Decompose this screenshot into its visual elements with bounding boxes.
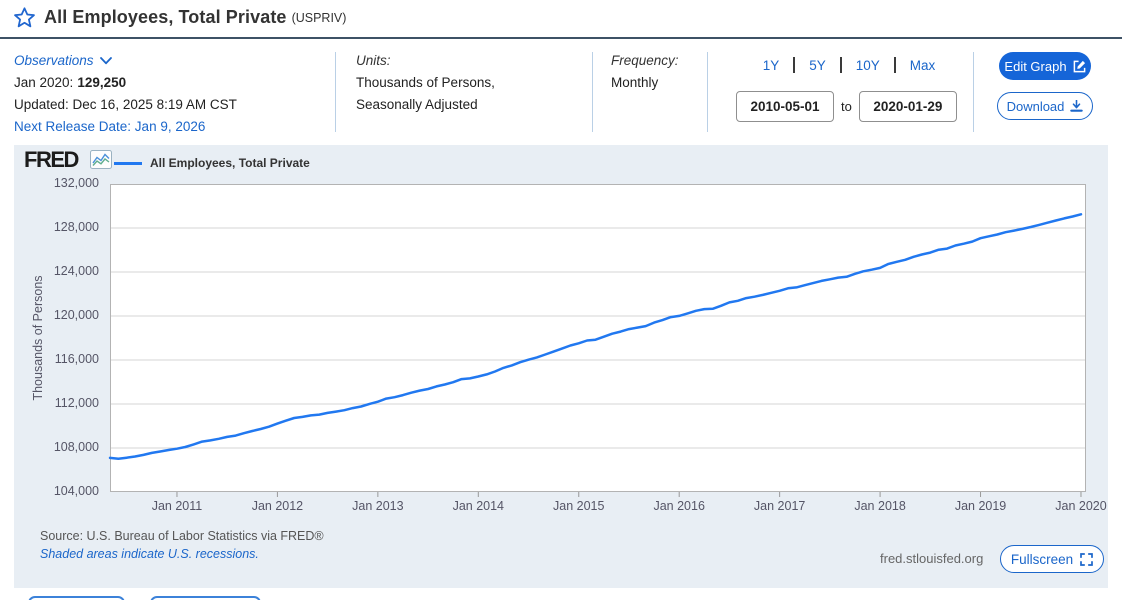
units-column: Units: Thousands of Persons, Seasonally …	[356, 50, 495, 116]
site-url: fred.stlouisfed.org	[880, 551, 984, 566]
edit-pencil-icon	[1073, 60, 1085, 72]
x-axis-tick-label: Jan 2011	[151, 499, 203, 513]
range-preset-5y[interactable]: 5Y	[809, 57, 826, 73]
cutoff-button-left[interactable]	[28, 596, 125, 600]
favorite-star-icon[interactable]	[14, 7, 35, 28]
y-axis-tick-label: 120,000	[53, 308, 99, 322]
y-axis-tick-label: 104,000	[53, 484, 99, 498]
observations-dropdown[interactable]: Observations	[14, 50, 237, 72]
x-axis-tick-label: Jan 2016	[653, 499, 705, 513]
observations-label: Observations	[14, 53, 94, 68]
fullscreen-label: Fullscreen	[1010, 551, 1074, 567]
cutoff-button-right[interactable]	[150, 596, 261, 600]
header-rule	[0, 37, 1122, 39]
download-icon	[1070, 99, 1084, 112]
x-axis-tick-label: Jan 2012	[251, 499, 304, 513]
data-series-line	[108, 213, 1083, 460]
latest-observation-date: Jan 2020:	[14, 75, 74, 90]
frequency-value: Monthly	[611, 75, 659, 90]
y-axis-tick-label: 132,000	[53, 176, 99, 190]
plot-border	[110, 184, 1086, 492]
fullscreen-expand-icon	[1080, 552, 1093, 566]
chart-plot-area[interactable]	[108, 184, 1086, 497]
preset-separator	[793, 57, 796, 73]
chevron-down-icon	[99, 57, 112, 65]
latest-observation: Jan 2020: 129,250	[14, 72, 237, 94]
units-label: Units:	[356, 53, 391, 68]
column-divider	[707, 52, 708, 132]
fred-logo-graph-icon	[90, 150, 112, 169]
edit-graph-button[interactable]: Edit Graph	[999, 52, 1091, 80]
column-divider	[335, 52, 336, 132]
frequency-column: Frequency: Monthly	[611, 50, 679, 94]
chart-legend: All Employees, Total Private	[114, 156, 310, 170]
y-axis-tick-labels: 104,000 108,000 112,000 116,000 120,000 124,0…	[14, 176, 104, 498]
date-range-to-label: to	[841, 99, 852, 114]
frequency-label: Frequency:	[611, 53, 679, 68]
x-axis-tick-label: Jan 2020	[1055, 499, 1107, 513]
x-axis-tick-label: Jan 2017	[753, 499, 806, 513]
range-preset-max[interactable]: Max	[909, 57, 936, 73]
latest-observation-value: 129,250	[77, 75, 127, 90]
fred-logo[interactable]: FRED	[24, 147, 79, 172]
units-value-line1: Thousands of Persons,	[356, 75, 495, 90]
legend-label: All Employees, Total Private	[150, 156, 310, 170]
range-presets: 1Y 5Y 10Y Max	[735, 57, 963, 73]
observations-column: Observations Jan 2020: 129,250 Updated: D…	[14, 50, 237, 138]
download-button[interactable]: Download	[997, 92, 1093, 120]
preset-separator	[839, 57, 842, 73]
source-note: Source: U.S. Bureau of Labor Statistics …	[40, 529, 324, 543]
y-axis-tick-label: 128,000	[53, 220, 99, 234]
x-axis-tick-label: Jan 2014	[452, 499, 505, 513]
x-axis-tick-labels: Jan 2011 Jan 2012 Jan 2013 Jan 2014 Jan 2015…	[110, 499, 1107, 517]
column-divider	[592, 52, 593, 132]
preset-separator	[893, 57, 896, 73]
range-preset-1y[interactable]: 1Y	[762, 57, 780, 73]
header: All Employees, Total Private (USPRIV)	[14, 7, 346, 28]
updated-timestamp: Updated: Dec 16, 2025 8:19 AM CST	[14, 97, 237, 112]
recessions-note[interactable]: Shaded areas indicate U.S. recessions.	[40, 547, 259, 561]
units-value-line2: Seasonally Adjusted	[356, 97, 478, 112]
chart-panel: FRED All Employees, Total Private Thousa…	[14, 145, 1108, 588]
end-date-input[interactable]	[858, 91, 957, 122]
fullscreen-button[interactable]: Fullscreen	[1000, 545, 1104, 573]
series-id: (USPRIV)	[291, 10, 347, 25]
date-range: to	[736, 91, 957, 122]
y-axis-tick-label: 124,000	[53, 264, 99, 278]
legend-line-swatch	[114, 161, 142, 165]
x-axis-tick-label: Jan 2013	[352, 499, 404, 513]
column-divider	[973, 52, 974, 132]
range-preset-10y[interactable]: 10Y	[855, 57, 880, 73]
y-axis-tick-label: 108,000	[53, 440, 99, 454]
edit-graph-label: Edit Graph	[1004, 58, 1067, 74]
x-axis-tick-label: Jan 2019	[954, 499, 1007, 513]
start-date-input[interactable]	[736, 91, 834, 122]
page-title: All Employees, Total Private	[44, 7, 287, 27]
y-axis-tick-label: 116,000	[54, 352, 99, 366]
x-axis-tick-label: Jan 2018	[854, 499, 906, 513]
y-axis-tick-label: 112,000	[54, 396, 99, 410]
x-axis-tick-label: Jan 2015	[553, 499, 605, 513]
chart-svg	[108, 184, 1086, 497]
next-release-link[interactable]: Next Release Date: Jan 9, 2026	[14, 119, 206, 134]
download-label: Download	[1006, 98, 1065, 114]
